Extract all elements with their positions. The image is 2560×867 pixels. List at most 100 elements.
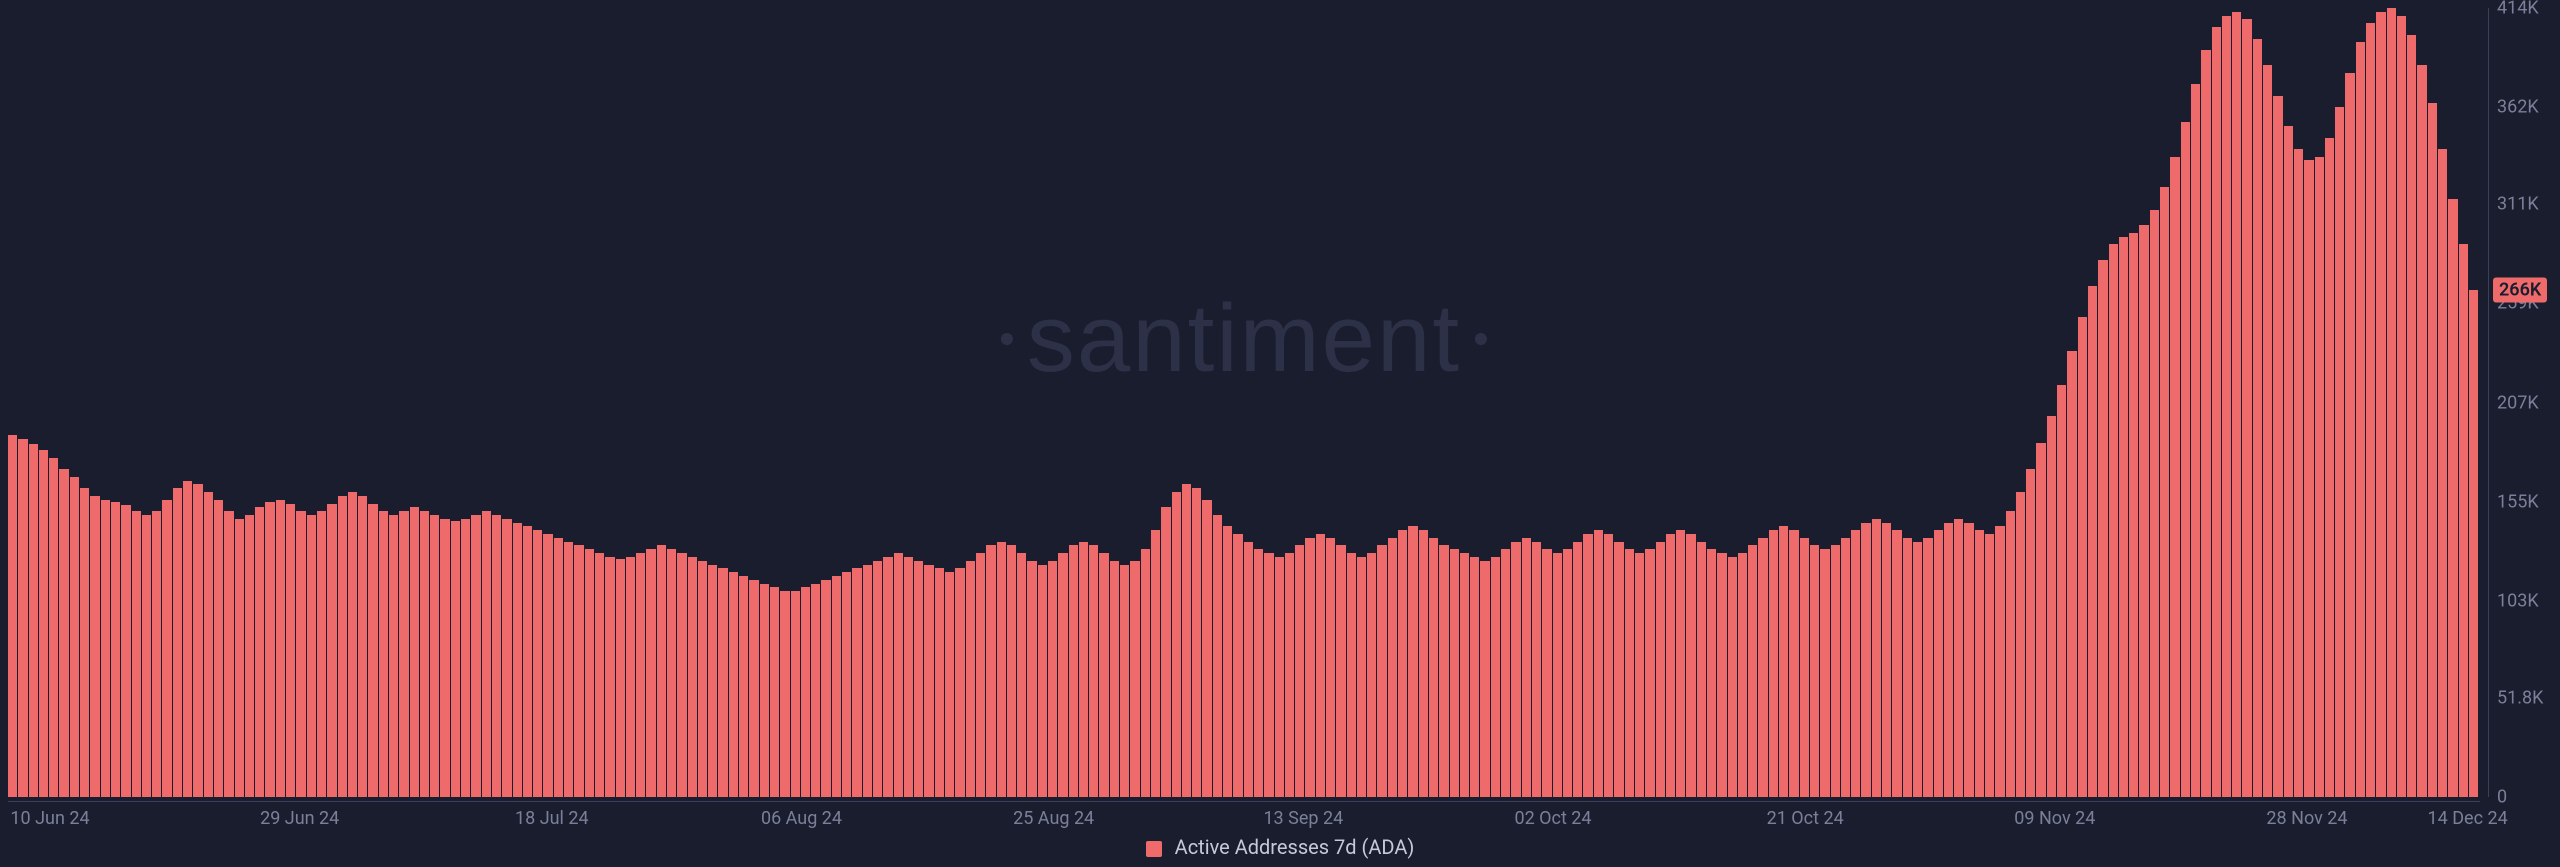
bar (1738, 553, 1747, 797)
bar (49, 458, 58, 797)
bar (1470, 557, 1479, 797)
y-tick: 362K (2497, 97, 2539, 118)
bar (2366, 23, 2375, 797)
bar (245, 515, 254, 797)
bar (657, 545, 666, 797)
bar (327, 504, 336, 797)
bar-series (8, 8, 2480, 797)
bar (1120, 565, 1129, 798)
bar (286, 504, 295, 797)
bar (2036, 443, 2045, 797)
bar (1099, 553, 1108, 797)
bar (1707, 549, 1716, 797)
bar (1110, 561, 1119, 797)
bar (440, 519, 449, 797)
bar (1676, 530, 1685, 797)
bar (2428, 103, 2437, 797)
bar (502, 519, 511, 797)
bar (1686, 534, 1695, 797)
bar (265, 502, 274, 797)
bar (29, 444, 38, 797)
bar (523, 526, 532, 797)
bar (162, 500, 171, 797)
bar (945, 572, 954, 797)
bar (338, 496, 347, 797)
bar (533, 530, 542, 797)
bar (420, 511, 429, 797)
bar (1388, 538, 1397, 797)
bar (883, 557, 892, 797)
bar (1480, 561, 1489, 797)
bar (399, 511, 408, 797)
bar (1172, 492, 1181, 797)
bar (2356, 42, 2365, 797)
bar (863, 565, 872, 798)
bar (605, 557, 614, 797)
bar (2006, 511, 2015, 797)
bar (924, 565, 933, 798)
bar (770, 587, 779, 797)
bar (595, 553, 604, 797)
bar (2222, 16, 2231, 797)
bar (1130, 561, 1139, 797)
bar (358, 496, 367, 797)
bar (1089, 545, 1098, 797)
x-tick: 13 Sep 24 (1263, 808, 1343, 829)
bar (80, 488, 89, 797)
bar (1769, 530, 1778, 797)
bar (1048, 561, 1057, 797)
bar (1892, 530, 1901, 797)
x-tick: 18 Jul 24 (515, 808, 589, 829)
bar (1161, 507, 1170, 797)
bar (2335, 107, 2344, 797)
bar (2284, 126, 2293, 797)
legend: Active Addresses 7d (ADA) (0, 835, 2560, 859)
bar (1336, 545, 1345, 797)
bar (1377, 545, 1386, 797)
bar (574, 545, 583, 797)
bar (348, 492, 357, 797)
bar (1141, 549, 1150, 797)
bar (821, 580, 830, 797)
x-tick: 10 Jun 24 (10, 808, 89, 829)
bar (2242, 19, 2251, 797)
bar (70, 477, 79, 797)
bar (739, 576, 748, 797)
bar (1861, 523, 1870, 797)
x-tick: 28 Nov 24 (2266, 808, 2347, 829)
bar (1532, 542, 1541, 797)
bar (1244, 542, 1253, 797)
bar (1954, 519, 1963, 797)
bar (1522, 538, 1531, 797)
bar (1305, 538, 1314, 797)
bar (193, 484, 202, 797)
bar (2315, 157, 2324, 797)
bar (749, 580, 758, 797)
bar (842, 572, 851, 797)
bar (2098, 260, 2107, 797)
bar (1583, 534, 1592, 797)
bar (1604, 534, 1613, 797)
bar (461, 519, 470, 797)
bar (1275, 557, 1284, 797)
x-tick: 25 Aug 24 (1013, 808, 1094, 829)
bar (1069, 545, 1078, 797)
bar (2129, 233, 2138, 797)
bar (1151, 530, 1160, 797)
bar (1182, 484, 1191, 797)
chart-container: santiment 051.8K103K155K207K259K311K362K… (0, 0, 2560, 867)
bar (554, 538, 563, 797)
bar (59, 469, 68, 797)
bar (1542, 549, 1551, 797)
bar (2119, 237, 2128, 797)
bar (2345, 73, 2354, 797)
bar (708, 565, 717, 798)
bar (2139, 225, 2148, 797)
bar (1625, 549, 1634, 797)
plot-area[interactable]: santiment (8, 8, 2480, 797)
bar (2088, 286, 2097, 797)
bar (616, 559, 625, 797)
bar (1202, 500, 1211, 797)
bar (2201, 50, 2210, 797)
bar (8, 435, 17, 797)
